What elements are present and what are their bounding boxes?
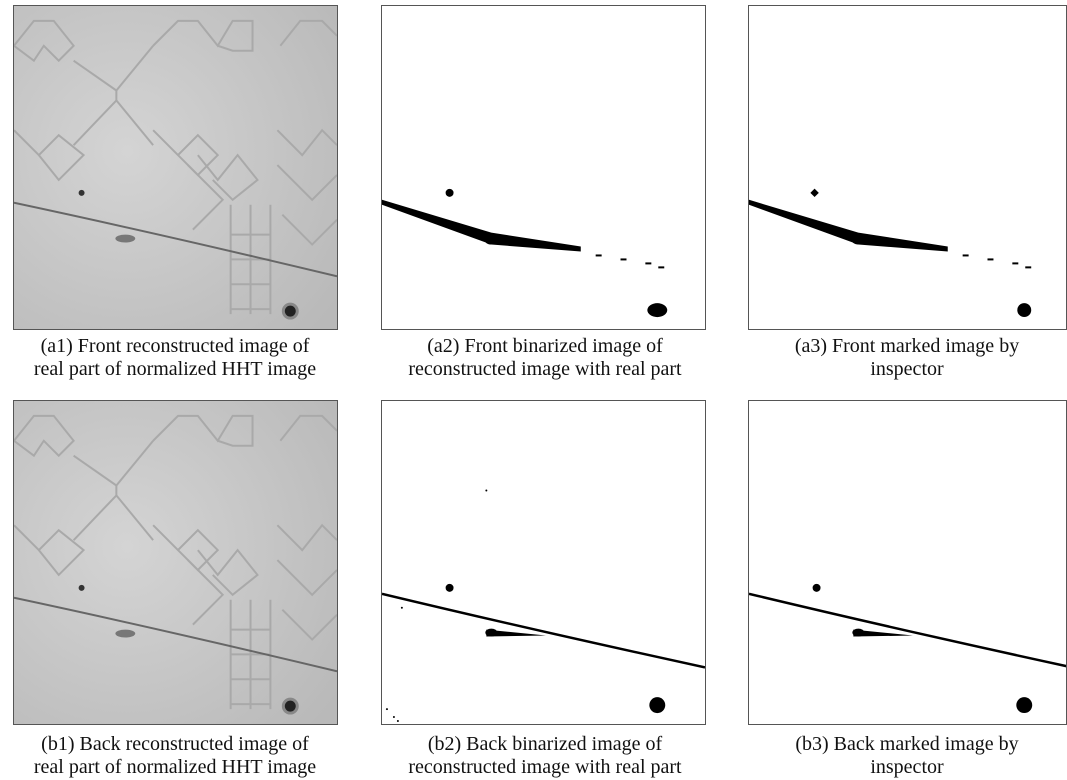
defect-dot xyxy=(1016,697,1032,713)
speck xyxy=(485,489,487,491)
crack-blob xyxy=(484,235,498,245)
crack-fragment xyxy=(987,258,993,260)
background xyxy=(749,6,1067,329)
panel-image xyxy=(381,5,706,330)
figure: {"figure": {"panels": [ {"caption": ["(a… xyxy=(0,0,1067,780)
defect-dot xyxy=(649,697,665,713)
crack-fragment xyxy=(621,258,627,260)
caption-line: (b2) Back binarized image of xyxy=(365,733,725,756)
defect-dot xyxy=(647,303,667,317)
crack-blob xyxy=(851,235,865,245)
crack-blob xyxy=(115,235,135,243)
crack-fragment xyxy=(645,262,651,264)
caption-line: (b1) Back reconstructed image of xyxy=(0,733,355,756)
caption-line: (a1) Front reconstructed image of xyxy=(0,335,355,358)
caption-line: real part of normalized HHT image xyxy=(0,756,355,779)
background xyxy=(14,6,337,329)
defect-dot xyxy=(79,585,85,591)
caption-line: (a2) Front binarized image of xyxy=(365,335,725,358)
crack-blob xyxy=(115,630,135,638)
panel-image xyxy=(381,400,706,725)
panel-image xyxy=(13,400,338,725)
defect-dot xyxy=(283,304,297,318)
crack-fragment xyxy=(1012,262,1018,264)
background xyxy=(749,401,1067,724)
speck xyxy=(386,708,388,710)
panel-image xyxy=(748,5,1067,330)
panel-image xyxy=(748,400,1067,725)
defect-dot xyxy=(283,699,297,713)
crack-fragment xyxy=(963,254,969,256)
caption-line: inspector xyxy=(727,756,1067,779)
speck xyxy=(401,607,403,609)
caption-line: (a3) Front marked image by xyxy=(727,335,1067,358)
caption-line: real part of normalized HHT image xyxy=(0,358,355,381)
caption-line: reconstructed image with real part xyxy=(365,756,725,779)
defect-dot xyxy=(446,584,454,592)
caption-line: inspector xyxy=(727,358,1067,381)
crack-fragment xyxy=(596,254,602,256)
caption-line: (b3) Back marked image by xyxy=(727,733,1067,756)
background xyxy=(14,401,337,724)
defect-dot xyxy=(446,189,454,197)
defect-dot xyxy=(79,190,85,196)
speck xyxy=(393,716,395,718)
background xyxy=(382,401,705,724)
speck xyxy=(397,720,399,722)
crack-blob xyxy=(852,629,864,637)
caption-line: reconstructed image with real part xyxy=(365,358,725,381)
defect-dot xyxy=(1017,303,1031,317)
crack-fragment xyxy=(1025,266,1031,268)
crack-fragment xyxy=(658,266,664,268)
crack-blob xyxy=(485,629,497,637)
defect-dot xyxy=(813,584,821,592)
panel-image xyxy=(13,5,338,330)
background xyxy=(382,6,705,329)
